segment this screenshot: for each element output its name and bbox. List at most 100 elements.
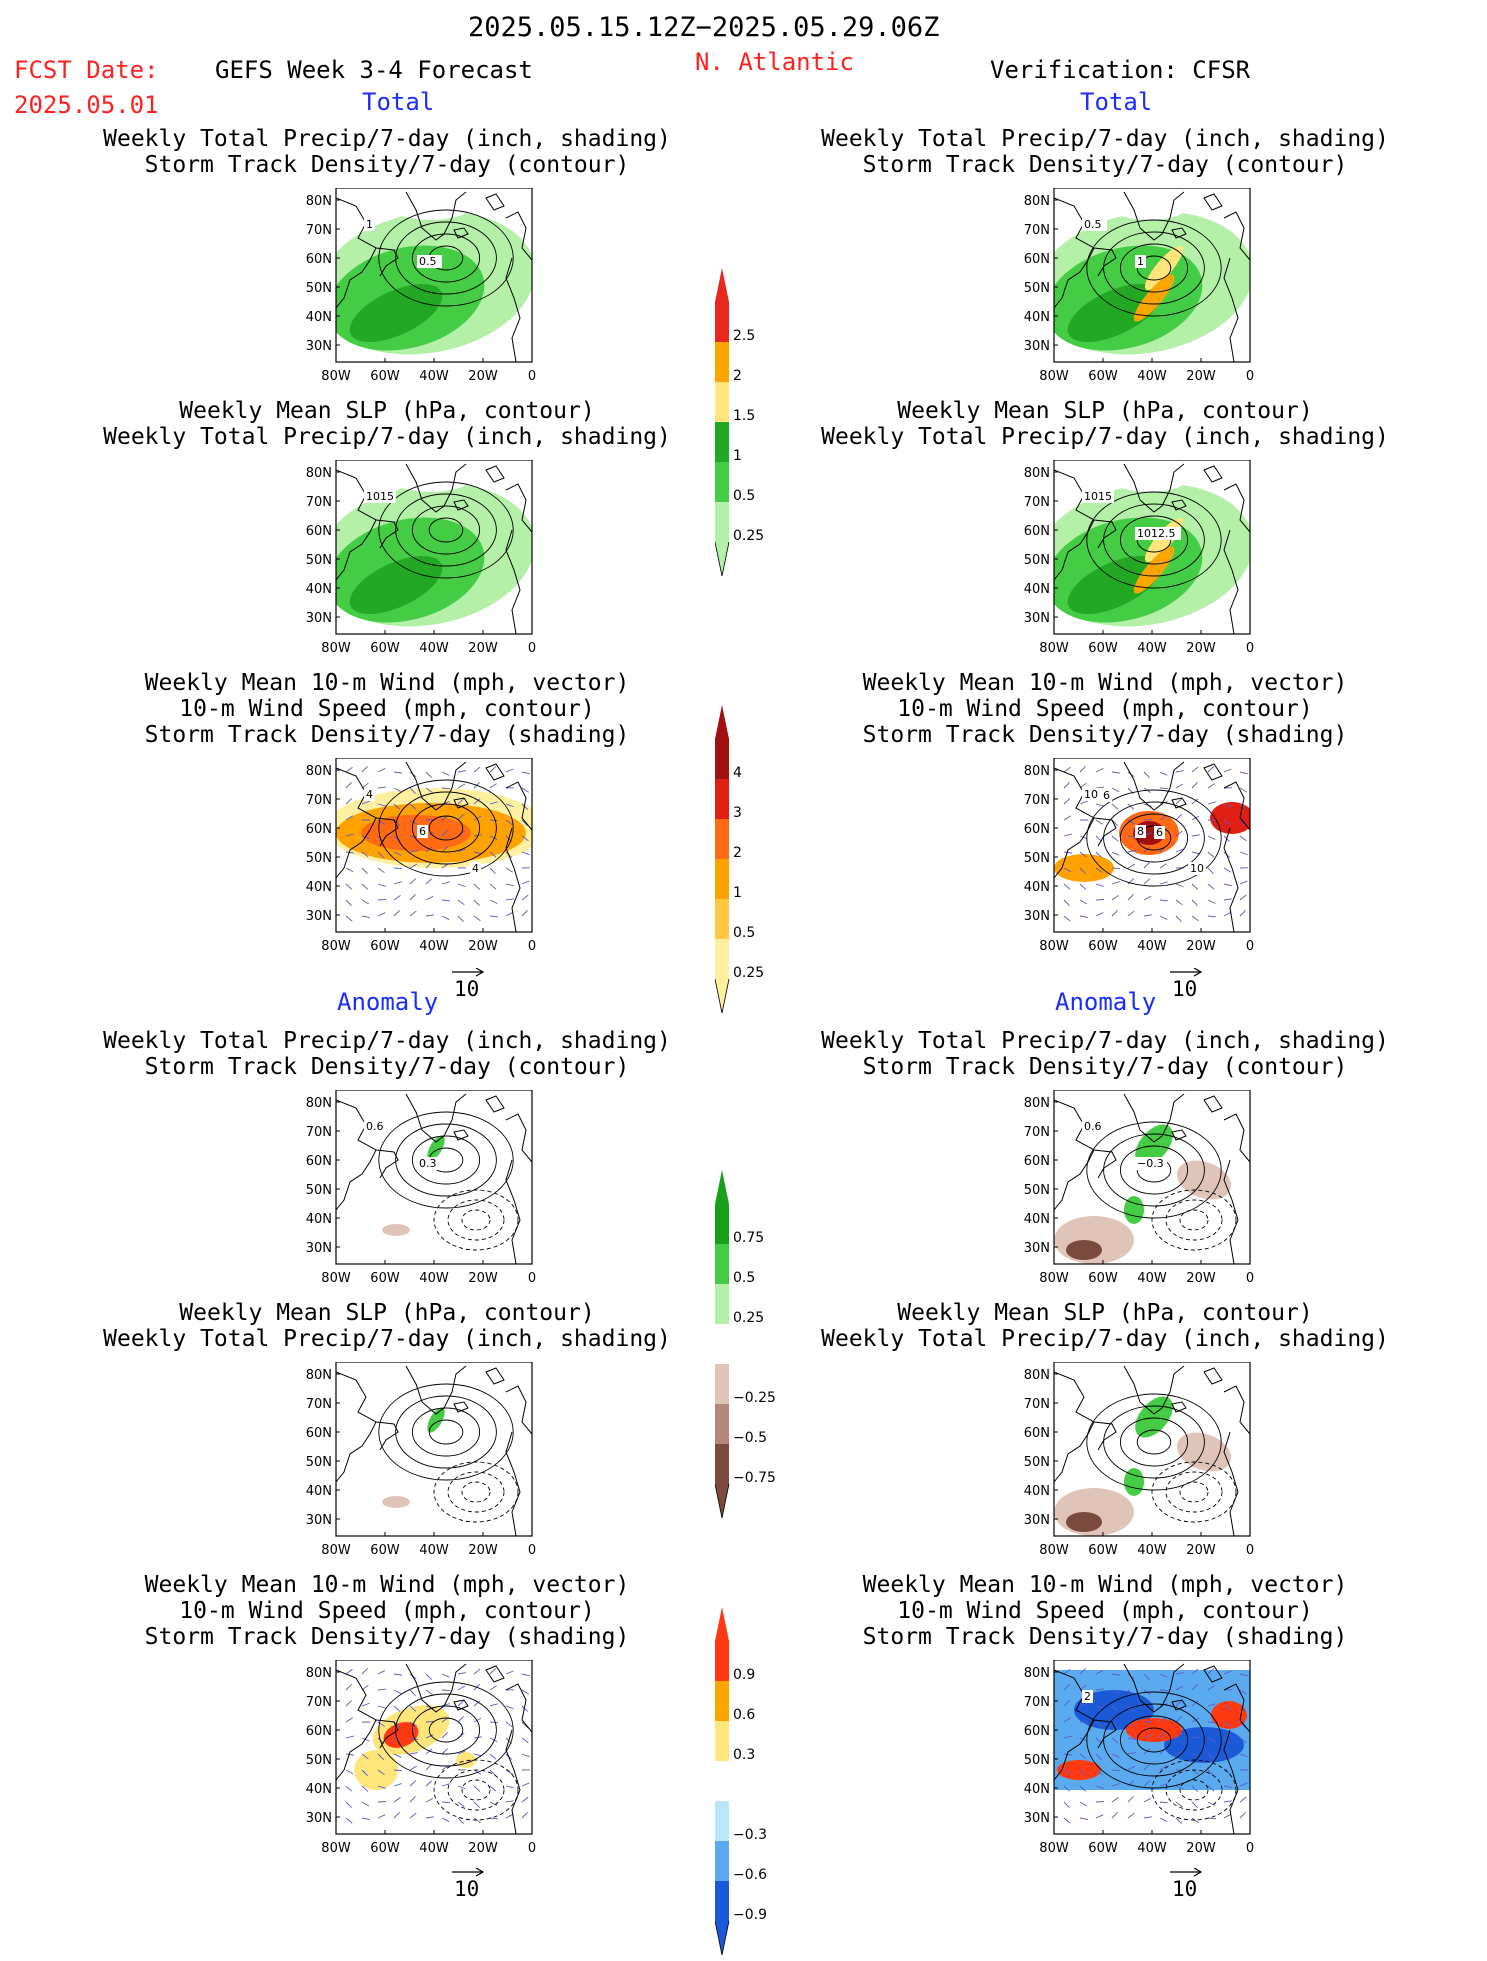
map-fcst-0-lon-tick-4: 0 [528,369,536,384]
map-fcst-2-contour-label-1: 6 [419,825,426,838]
panel-title-verif-2-1: 10-m Wind Speed (mph, contour) [785,698,1425,721]
cb2-label-4: 0.5 [733,925,755,941]
map-verif-0-lon-tick-3: 20W [1186,369,1216,384]
map-fcst-1-contour-label-0: 1015 [366,490,394,503]
map-plot-verif-5 [1054,1660,1250,1834]
fcst-anomaly-label: Anomaly [337,990,438,1014]
map-fcst-2-lon-tick-0: 80W [321,939,351,954]
cb4-svg: 0.90.60.3−0.3−0.6−0.9 [715,1607,795,1957]
map-fcst-5-lon-tick-0: 80W [321,1841,351,1856]
map-fcst-0-lat-tick-2: 60N [306,252,332,267]
map-fcst-3-contour-label-1: 0.3 [419,1157,437,1170]
map-fcst-5-lon-tick-1: 60W [370,1841,400,1856]
map-verif-2-lat-tick-0: 80N [1024,764,1050,779]
cb4-seg-4 [715,1801,729,1841]
map-fcst-5-lon-tick-2: 40W [419,1841,449,1856]
map-verif-2-lat-tick-5: 30N [1024,909,1050,924]
map-verif-5-lat-tick-2: 60N [1024,1724,1050,1739]
map-verif-1-lon-tick-4: 0 [1246,641,1254,656]
map-fcst-1-shade-greenland [391,464,471,492]
map-fcst-2-lat-tick-2: 60N [306,822,332,837]
cb2-seg-3 [715,859,729,899]
map-verif-2-shade-d [1054,854,1114,882]
map-verif-5-lat-tick-4: 40N [1024,1782,1050,1797]
cb2-seg-2 [715,819,729,859]
map-verif-2-shade-c [1210,802,1254,834]
map-verif-5-lon-tick-2: 40W [1137,1841,1167,1856]
map-verif-5-lat-tick-3: 50N [1024,1753,1050,1768]
panel-title-fcst-1-0: Weekly Mean SLP (hPa, contour) [67,400,707,423]
map-verif-0-contour-label-1: 1 [1137,255,1144,268]
map-fcst-3-lon-tick-3: 20W [468,1271,498,1286]
map-fcst-5-lat-tick-1: 70N [306,1695,332,1710]
map-plot-verif-1 [1024,460,1265,643]
panel-title-fcst-2-2: Storm Track Density/7-day (shading) [67,724,707,747]
map-bg [336,1090,532,1264]
map-fcst-5-shade-c [354,1750,398,1790]
map-fcst-0-lat-tick-4: 40N [306,310,332,325]
vector-ref-3: 10 [1168,1868,1208,1905]
map-fcst-0-shade-greenland [391,192,471,220]
map-verif-2-lon-tick-1: 60W [1088,939,1118,954]
map-verif-3-lat-tick-0: 80N [1024,1096,1050,1111]
map-verif-3-lon-tick-0: 80W [1039,1271,1069,1286]
map-verif-1-lat-tick-5: 30N [1024,611,1050,626]
map-fcst-0-contour-label-1: 0.5 [419,255,437,268]
map-verif-3-lon-tick-1: 60W [1088,1271,1118,1286]
cb1-seg-1 [715,342,729,382]
cb2-label-2: 2 [733,845,742,861]
cb2-seg-4 [715,899,729,939]
panel-title-verif-5-0: Weekly Mean 10-m Wind (mph, vector) [785,1574,1425,1597]
cb2-seg-0 [715,739,729,779]
vector-ref-2: 10 [450,1868,490,1905]
map-verif-4-lat-tick-5: 30N [1024,1513,1050,1528]
vector-ref-label-1: 10 [1172,977,1197,1001]
map-verif-5-vec-18 [1160,1690,1168,1691]
vector-ref-label-0: 10 [454,977,479,1001]
map-verif-5-shade-d [1126,1718,1182,1742]
map-verif-0-lat-tick-3: 50N [1024,281,1050,296]
cb2-seg-1 [715,779,729,819]
map-fcst-0-lon-tick-1: 60W [370,369,400,384]
panel-title-verif-5-1: 10-m Wind Speed (mph, contour) [785,1600,1425,1623]
map-verif-0-shade-greenland [1109,192,1189,220]
map-verif-1-lon-tick-3: 20W [1186,641,1216,656]
map-fcst-1-lon-tick-0: 80W [321,641,351,656]
cb3-label-1: 0.5 [733,1270,755,1286]
cb4-label-1: 0.6 [733,1707,755,1723]
map-fcst-0-lat-tick-0: 80N [306,194,332,209]
map-fcst-3-lon-tick-4: 0 [528,1271,536,1286]
map-verif-0-lon-tick-4: 0 [1246,369,1254,384]
map-verif-3-lat-tick-2: 60N [1024,1154,1050,1169]
map-verif-3-lat-tick-5: 30N [1024,1241,1050,1256]
cb3-seg-3 [715,1324,729,1364]
vector-ref-label-3: 10 [1172,1877,1197,1901]
map-fcst-4-lat-tick-0: 80N [306,1368,332,1383]
map-plot-verif-0 [1024,188,1265,371]
cb4-label-4: −0.6 [733,1867,767,1883]
panel-title-verif-2-2: Storm Track Density/7-day (shading) [785,724,1425,747]
map-verif-2-contour-label-1: 8 [1137,825,1144,838]
map-fcst-4-lat-tick-5: 30N [306,1513,332,1528]
map-verif-2-lat-tick-4: 40N [1024,880,1050,895]
map-fcst-4-lon-tick-0: 80W [321,1543,351,1558]
map-verif-5-lat-tick-5: 30N [1024,1811,1050,1826]
map-verif-2-vec-18 [1160,788,1168,789]
panel-title-fcst-2-1: 10-m Wind Speed (mph, contour) [67,698,707,721]
panel-title-verif-5-2: Storm Track Density/7-day (shading) [785,1626,1425,1649]
map-fcst-5-lon-tick-3: 20W [468,1841,498,1856]
verification-title: Verification: CFSR [990,58,1250,82]
map-fcst-1-lon-tick-4: 0 [528,641,536,656]
vector-ref-arrow-2: 10 [450,1868,490,1902]
map-fcst-3-lon-tick-0: 80W [321,1271,351,1286]
map-fcst-1-lat-tick-3: 50N [306,553,332,568]
map-verif-2-lat-tick-3: 50N [1024,851,1050,866]
map-fcst-4-lon-tick-1: 60W [370,1543,400,1558]
verif-anomaly-label: Anomaly [1055,990,1156,1014]
map-verif-4-lat-tick-3: 50N [1024,1455,1050,1470]
